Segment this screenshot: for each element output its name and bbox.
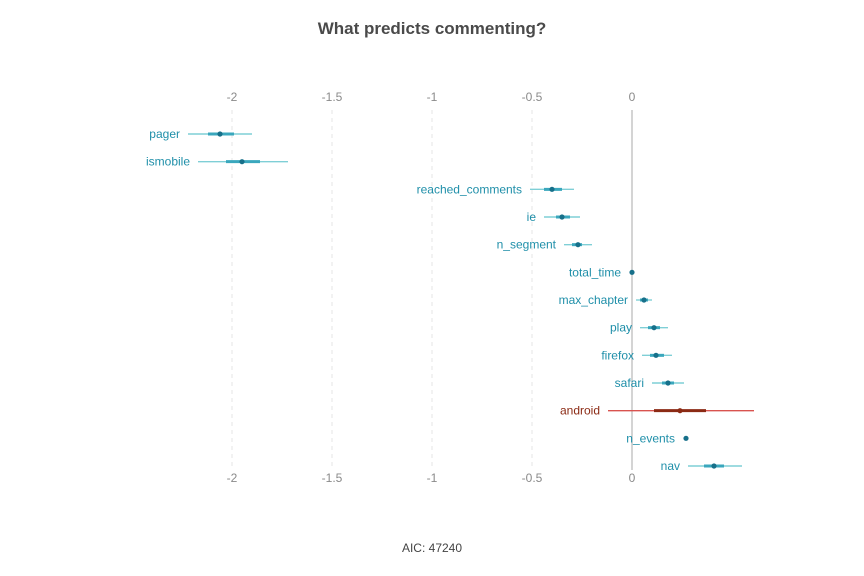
coefficient-row: n_events	[626, 431, 689, 445]
estimate-point	[239, 159, 245, 165]
coefficient-row: android	[560, 404, 754, 418]
x-tick-label-bottom: -0.5	[522, 471, 543, 485]
x-tick-label-top: -0.5	[522, 90, 543, 104]
coefficient-row: n_segment	[497, 238, 592, 252]
x-tick-label-top: -1.5	[322, 90, 343, 104]
estimate-point	[683, 435, 689, 441]
coefficient-row: ismobile	[146, 155, 288, 169]
coefficient-label: nav	[661, 459, 680, 473]
coefficient-label: pager	[149, 127, 180, 141]
estimate-point	[575, 242, 581, 248]
chart-caption: AIC: 47240	[401, 541, 463, 555]
coefficient-row: total_time	[569, 265, 635, 279]
estimate-point	[641, 297, 647, 303]
estimate-point	[677, 408, 683, 414]
coefficient-row: pager	[149, 127, 252, 141]
coefficient-label: play	[610, 321, 632, 335]
gridlines	[231, 110, 533, 470]
chart-title: What predicts commenting?	[317, 19, 547, 38]
estimate-point	[629, 269, 635, 275]
x-tick-label-bottom: -1	[427, 471, 438, 485]
coefficient-row: ie	[527, 210, 580, 224]
estimate-point	[559, 214, 565, 220]
coefficient-row: play	[610, 321, 668, 335]
x-axis-top-ticks: -2 -1.5 -1 -0.5 0	[227, 90, 636, 104]
coefficient-row: firefox	[601, 348, 672, 362]
coefficient-label: n_events	[626, 431, 675, 445]
coefficient-row: nav	[661, 459, 742, 473]
coefficient-label: n_segment	[497, 238, 557, 252]
estimate-point	[549, 186, 555, 192]
coefficient-label: reached_comments	[417, 182, 522, 196]
estimate-point	[651, 325, 657, 331]
coefficient-label: ie	[527, 210, 537, 224]
coefficient-label: android	[560, 404, 600, 418]
estimate-point	[665, 380, 671, 386]
x-tick-label-bottom: 0	[629, 471, 636, 485]
coefficient-label: max_chapter	[559, 293, 628, 307]
x-axis-bottom-ticks: -2 -1.5 -1 -0.5 0	[227, 471, 636, 485]
estimate-point	[711, 463, 717, 469]
x-tick-label-top: -2	[227, 90, 238, 104]
coefficient-row: reached_comments	[417, 182, 574, 196]
x-tick-label-top: 0	[629, 90, 636, 104]
estimate-point	[653, 352, 659, 358]
coefficient-row: safari	[615, 376, 684, 390]
coefficient-label: firefox	[601, 348, 634, 362]
x-tick-label-bottom: -1.5	[322, 471, 343, 485]
estimate-point	[217, 131, 223, 137]
x-tick-label-top: -1	[427, 90, 438, 104]
coefficient-label: ismobile	[146, 155, 190, 169]
coefficient-label: safari	[615, 376, 644, 390]
coefficient-label: total_time	[569, 265, 621, 279]
x-tick-label-bottom: -2	[227, 471, 238, 485]
coefficient-row: max_chapter	[559, 293, 652, 307]
